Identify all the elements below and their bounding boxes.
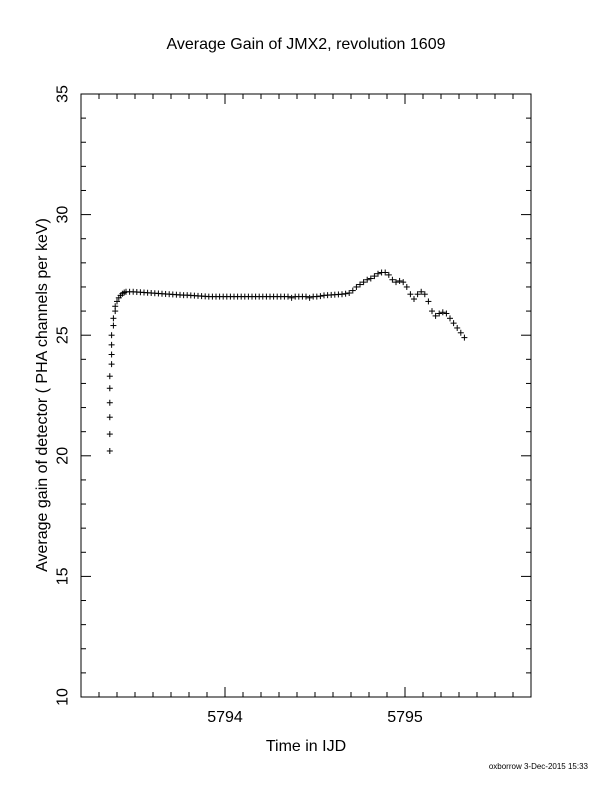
data-point bbox=[106, 431, 113, 438]
footer-credit: oxborrow 3-Dec-2015 15:33 bbox=[488, 762, 588, 771]
data-point bbox=[317, 293, 324, 300]
data-point bbox=[439, 309, 446, 316]
data-point bbox=[367, 275, 374, 282]
data-point bbox=[382, 269, 389, 276]
axis-ticks: 5794 5795 10 15 20 25 30 35 bbox=[55, 85, 532, 726]
y-tick-label: 35 bbox=[55, 85, 72, 103]
data-point bbox=[285, 293, 291, 300]
data-point bbox=[450, 320, 457, 327]
data-point bbox=[436, 310, 443, 317]
x-tick-label: 5794 bbox=[207, 709, 243, 726]
data-point bbox=[288, 294, 295, 301]
plot-frame bbox=[80, 93, 532, 698]
data-point bbox=[303, 293, 309, 300]
data-point bbox=[106, 414, 113, 421]
data-point bbox=[106, 373, 113, 380]
data-point bbox=[389, 276, 396, 283]
data-point bbox=[364, 276, 371, 283]
data-point bbox=[106, 385, 113, 392]
data-point bbox=[414, 291, 421, 298]
y-tick-label: 25 bbox=[55, 326, 72, 344]
data-point bbox=[346, 289, 353, 296]
data-point bbox=[375, 270, 381, 277]
x-axis-label: Time in IJD bbox=[265, 738, 347, 755]
data-point bbox=[432, 312, 439, 319]
data-point bbox=[403, 283, 410, 290]
data-point bbox=[421, 291, 428, 298]
data-point bbox=[106, 399, 113, 406]
data-point bbox=[454, 324, 461, 331]
x-tick-label: 5795 bbox=[387, 709, 423, 726]
data-point bbox=[443, 310, 450, 317]
y-tick-label: 10 bbox=[55, 688, 72, 706]
data-point bbox=[110, 322, 117, 329]
data-points bbox=[106, 269, 468, 454]
data-point bbox=[425, 298, 432, 305]
data-point bbox=[114, 298, 120, 305]
data-point bbox=[108, 332, 115, 339]
chart-title: Average Gain of JMX2, revolution 1609 bbox=[166, 36, 446, 53]
data-point bbox=[342, 290, 349, 297]
data-point bbox=[385, 271, 392, 278]
data-point bbox=[106, 447, 113, 454]
data-point bbox=[447, 315, 453, 322]
data-point bbox=[371, 273, 378, 280]
y-tick-label: 15 bbox=[55, 567, 72, 585]
y-axis-label: Average gain of detector ( PHA channels … bbox=[34, 218, 51, 572]
data-point bbox=[396, 277, 403, 284]
data-point bbox=[110, 315, 117, 322]
data-point bbox=[108, 351, 115, 358]
data-point bbox=[108, 341, 115, 348]
data-point bbox=[349, 287, 356, 294]
data-point bbox=[393, 279, 399, 286]
data-point bbox=[108, 361, 115, 368]
data-point bbox=[418, 288, 425, 295]
y-tick-label: 30 bbox=[55, 206, 72, 224]
data-point bbox=[353, 283, 360, 290]
data-point bbox=[461, 334, 468, 341]
data-point bbox=[400, 279, 407, 286]
data-point bbox=[457, 329, 464, 336]
y-tick-label: 20 bbox=[55, 447, 72, 465]
data-point bbox=[411, 296, 417, 303]
data-point bbox=[306, 294, 313, 301]
data-point bbox=[112, 303, 119, 310]
data-point bbox=[407, 291, 414, 298]
data-point bbox=[429, 308, 435, 315]
data-point bbox=[357, 281, 363, 288]
data-point bbox=[360, 279, 367, 286]
